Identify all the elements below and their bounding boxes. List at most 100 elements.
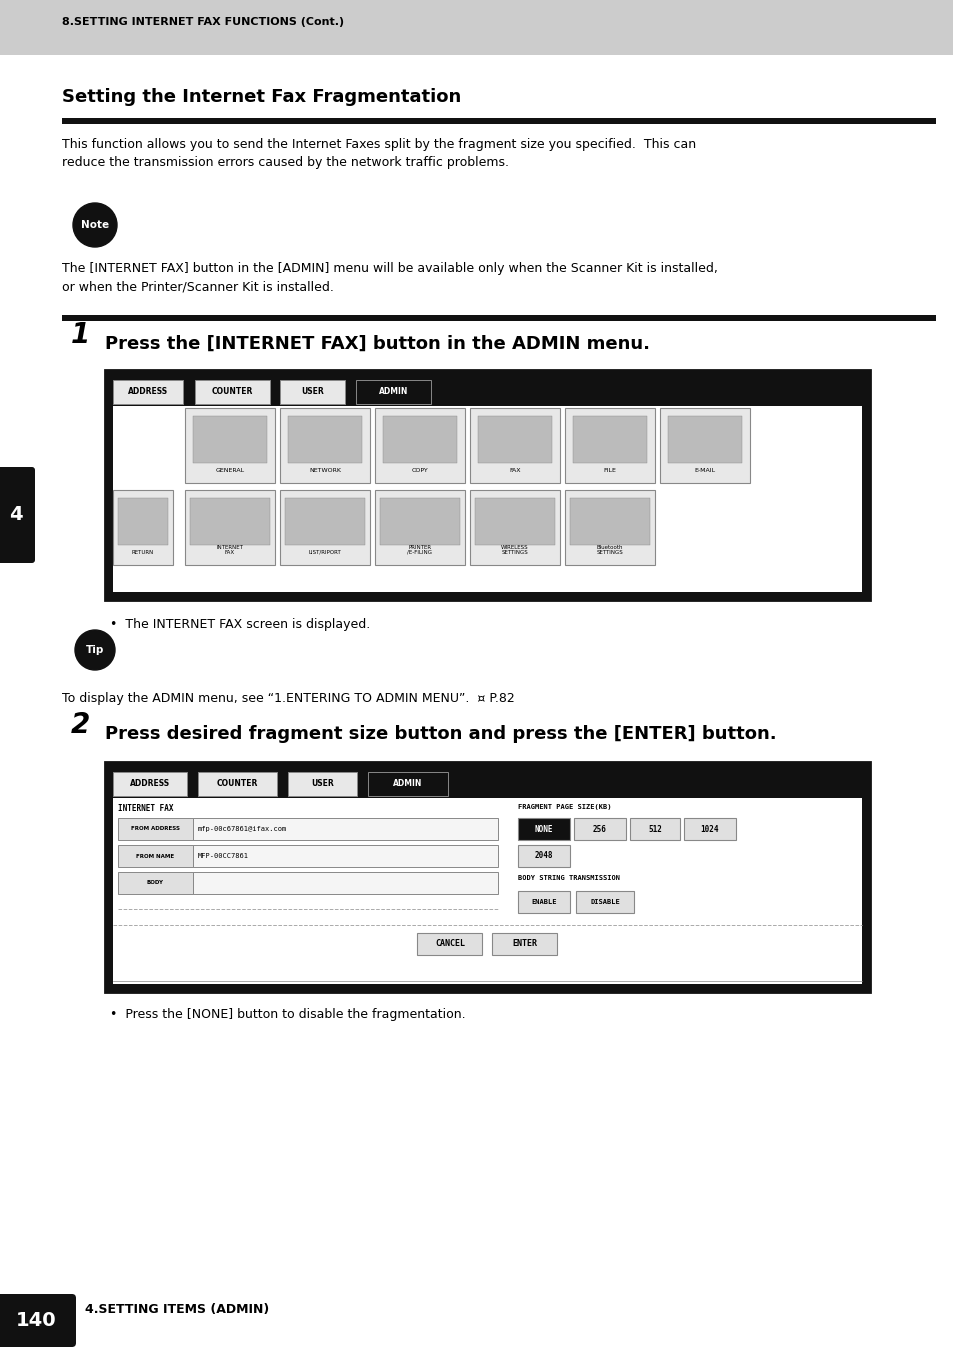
FancyBboxPatch shape xyxy=(0,466,35,563)
Bar xyxy=(193,872,497,894)
Text: 140: 140 xyxy=(15,1312,56,1330)
Circle shape xyxy=(75,630,115,670)
Text: RETURN: RETURN xyxy=(132,550,154,555)
Text: Bluetooth
SETTINGS: Bluetooth SETTINGS xyxy=(596,545,622,555)
Bar xyxy=(118,845,193,867)
Text: 4.SETTING ITEMS (ADMIN): 4.SETTING ITEMS (ADMIN) xyxy=(85,1304,269,1316)
Bar xyxy=(185,408,274,483)
Bar xyxy=(470,408,559,483)
Bar xyxy=(564,408,655,483)
Text: FRAGMENT PAGE SIZE(KB): FRAGMENT PAGE SIZE(KB) xyxy=(517,803,611,810)
Bar xyxy=(112,377,862,592)
Text: COUNTER: COUNTER xyxy=(212,387,253,396)
Bar xyxy=(280,491,370,565)
Text: 512: 512 xyxy=(647,825,661,833)
Text: The [INTERNET FAX] button in the [ADMIN] menu will be available only when the Sc: The [INTERNET FAX] button in the [ADMIN]… xyxy=(62,262,717,293)
Text: INTERNET FAX: INTERNET FAX xyxy=(118,803,173,813)
Bar xyxy=(573,417,646,462)
Bar xyxy=(379,497,459,545)
Bar xyxy=(417,933,482,954)
Bar xyxy=(517,818,569,840)
Text: LIST/RIPORT: LIST/RIPORT xyxy=(309,550,341,555)
Bar xyxy=(574,818,625,840)
Bar xyxy=(576,891,634,913)
Text: To display the ADMIN menu, see “1.ENTERING TO ADMIN MENU”.  ¤ P.82: To display the ADMIN menu, see “1.ENTERI… xyxy=(62,692,515,705)
Text: 2: 2 xyxy=(71,710,90,739)
Bar xyxy=(659,408,749,483)
Text: 1024: 1024 xyxy=(700,825,719,833)
Text: USER: USER xyxy=(301,387,323,396)
Text: ADMIN: ADMIN xyxy=(378,387,408,396)
Bar xyxy=(112,380,183,404)
Bar xyxy=(198,772,276,797)
Text: ENABLE: ENABLE xyxy=(531,899,557,905)
Bar xyxy=(112,770,862,984)
Bar xyxy=(112,377,862,406)
Text: COUNTER: COUNTER xyxy=(216,779,258,789)
Bar xyxy=(517,845,569,867)
Text: Press desired fragment size button and press the [ENTER] button.: Press desired fragment size button and p… xyxy=(105,725,776,743)
Text: FILE: FILE xyxy=(603,468,616,473)
Text: •  The INTERNET FAX screen is displayed.: • The INTERNET FAX screen is displayed. xyxy=(110,617,370,631)
Text: FAX: FAX xyxy=(509,468,520,473)
Text: ADDRESS: ADDRESS xyxy=(128,387,168,396)
Text: •  Press the [NONE] button to disable the fragmentation.: • Press the [NONE] button to disable the… xyxy=(110,1008,465,1020)
Bar xyxy=(194,380,270,404)
Bar xyxy=(105,762,869,992)
Text: FROM ADDRESS: FROM ADDRESS xyxy=(131,826,180,832)
Text: Note: Note xyxy=(81,220,109,231)
Bar xyxy=(470,491,559,565)
Bar xyxy=(185,491,274,565)
Bar xyxy=(683,818,735,840)
Text: mfp-00c67861@ifax.com: mfp-00c67861@ifax.com xyxy=(198,826,287,832)
Text: 1: 1 xyxy=(71,321,90,349)
Bar xyxy=(368,772,448,797)
Text: 2048: 2048 xyxy=(535,852,553,860)
Bar xyxy=(105,369,869,600)
Bar xyxy=(629,818,679,840)
FancyBboxPatch shape xyxy=(0,1294,76,1347)
Text: PRINTER
/E-FILING: PRINTER /E-FILING xyxy=(407,545,432,555)
Text: USER: USER xyxy=(311,779,334,789)
Bar xyxy=(118,872,193,894)
Bar xyxy=(382,417,456,462)
Text: WIRELESS
SETTINGS: WIRELESS SETTINGS xyxy=(500,545,528,555)
Text: ADMIN: ADMIN xyxy=(393,779,422,789)
Bar xyxy=(285,497,365,545)
Text: 8.SETTING INTERNET FAX FUNCTIONS (Cont.): 8.SETTING INTERNET FAX FUNCTIONS (Cont.) xyxy=(62,18,344,27)
Bar xyxy=(288,417,361,462)
Text: NETWORK: NETWORK xyxy=(309,468,340,473)
Bar xyxy=(475,497,555,545)
Bar xyxy=(112,491,172,565)
Text: 4: 4 xyxy=(10,506,23,524)
Text: ENTER: ENTER xyxy=(512,940,537,949)
Text: COPY: COPY xyxy=(411,468,428,473)
Bar xyxy=(112,770,862,798)
Text: E-MAIL: E-MAIL xyxy=(694,468,715,473)
Text: CANCEL: CANCEL xyxy=(435,940,464,949)
Bar xyxy=(477,417,552,462)
Text: GENERAL: GENERAL xyxy=(215,468,244,473)
Text: ADDRESS: ADDRESS xyxy=(130,779,170,789)
Text: FROM NAME: FROM NAME xyxy=(136,853,174,859)
Bar xyxy=(118,818,193,840)
Bar xyxy=(355,380,431,404)
Bar xyxy=(112,772,187,797)
Bar xyxy=(569,497,649,545)
Bar xyxy=(118,497,168,545)
Bar xyxy=(190,497,270,545)
Bar xyxy=(193,845,497,867)
Bar xyxy=(492,933,557,954)
Text: This function allows you to send the Internet Faxes split by the fragment size y: This function allows you to send the Int… xyxy=(62,137,696,168)
Bar xyxy=(0,1293,953,1348)
Text: BODY: BODY xyxy=(147,880,164,886)
Text: NONE: NONE xyxy=(535,825,553,833)
Text: Tip: Tip xyxy=(86,644,104,655)
Bar xyxy=(193,417,267,462)
Text: INTERNET
FAX: INTERNET FAX xyxy=(216,545,243,555)
Bar xyxy=(0,0,953,55)
Circle shape xyxy=(73,204,117,247)
Bar xyxy=(62,315,935,321)
Bar xyxy=(193,818,497,840)
Bar xyxy=(667,417,741,462)
